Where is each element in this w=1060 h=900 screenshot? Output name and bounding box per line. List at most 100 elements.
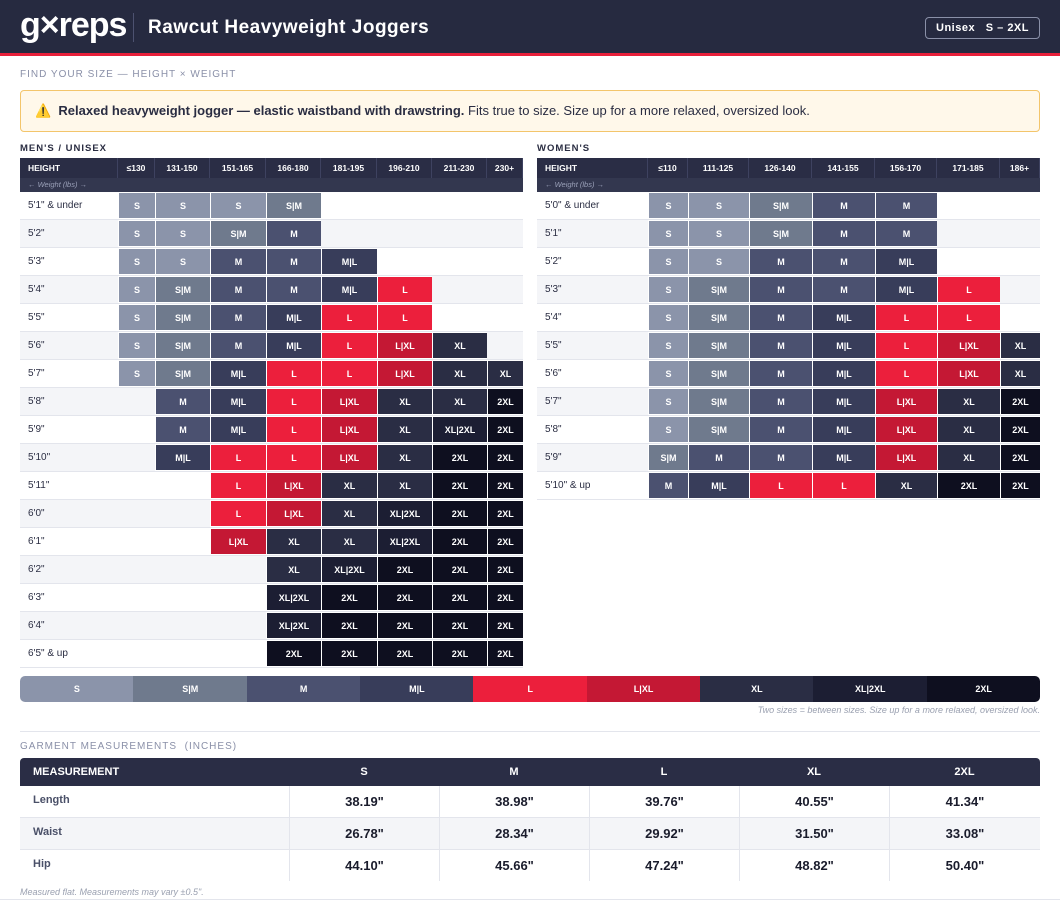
size-cell: L|XL	[377, 332, 432, 359]
size-cell: M	[210, 248, 266, 275]
height-label: 5'8"	[545, 424, 562, 435]
product-title: Rawcut Heavyweight Joggers	[148, 17, 430, 38]
fit-badge: Unisex S – 2XL	[925, 17, 1040, 39]
size-cell: S	[688, 248, 749, 275]
weight-note: ← Weight (lbs) →	[20, 178, 523, 192]
measurement-header: XL	[739, 758, 889, 786]
size-cell: L	[749, 472, 812, 499]
measurement-value: 47.24"	[589, 850, 739, 881]
column-header: 211-230	[432, 158, 487, 178]
weight-note: ← Weight (lbs) →	[537, 178, 1040, 192]
size-cell: L	[875, 332, 937, 359]
size-cell: M|L	[812, 332, 875, 359]
height-label: 5'4"	[545, 312, 562, 323]
size-cell: S	[648, 220, 688, 247]
height-label: 5'2"	[545, 256, 562, 267]
size-cell: M	[210, 276, 266, 303]
size-cell: S|M	[688, 304, 749, 331]
size-cell: L	[321, 304, 377, 331]
size-cell: L	[266, 416, 321, 443]
size-cell: M	[749, 304, 812, 331]
height-label: 6'0"	[28, 508, 45, 519]
column-header: HEIGHT	[20, 158, 118, 178]
size-cell: 2XL	[487, 472, 523, 499]
size-cell: M	[749, 360, 812, 387]
measurement-value: 50.40"	[889, 850, 1040, 881]
size-cell: XL	[321, 528, 377, 555]
column-header: 186+	[1000, 158, 1040, 178]
size-cell: M	[749, 416, 812, 443]
height-label: 5'7"	[545, 396, 562, 407]
height-label: 5'3"	[545, 284, 562, 295]
size-cell: S	[118, 332, 155, 359]
size-cell: M	[266, 276, 321, 303]
size-cell: 2XL	[487, 416, 523, 443]
size-cell: S	[118, 276, 155, 303]
footnote: Measured flat. Measurements may vary ±0.…	[20, 887, 204, 897]
size-cell: M	[266, 248, 321, 275]
height-label: 5'0" & under	[545, 200, 600, 211]
legend-swatch: L	[473, 676, 588, 702]
size-cell: S|M	[155, 360, 210, 387]
size-cell: S	[155, 248, 210, 275]
height-label: 5'4"	[28, 284, 45, 295]
size-cell: M|L	[812, 416, 875, 443]
height-label: 5'2"	[28, 228, 45, 239]
size-cell: S|M	[688, 332, 749, 359]
column-header: HEIGHT	[537, 158, 648, 178]
measurement-value: 45.66"	[439, 850, 589, 881]
size-cell: S	[210, 192, 266, 219]
size-cell: 2XL	[1000, 444, 1040, 471]
size-cell: 2XL	[432, 528, 487, 555]
size-cell: M|L	[688, 472, 749, 499]
size-cell: 2XL	[321, 640, 377, 667]
notice-icon: ⚠️	[35, 103, 52, 118]
size-cell: M	[875, 192, 937, 219]
size-cell: M|L	[266, 304, 321, 331]
column-header: 166-180	[266, 158, 321, 178]
size-cell: L|XL	[266, 500, 321, 527]
size-cell: S	[118, 220, 155, 247]
size-cell: XL	[1000, 332, 1040, 359]
height-label: 5'10" & up	[545, 480, 591, 491]
size-cell: M	[210, 332, 266, 359]
measurement-row	[20, 786, 1040, 818]
measurement-label: Waist	[33, 826, 62, 838]
womens-title: WOMEN'S	[537, 143, 591, 154]
size-cell: M|L	[210, 360, 266, 387]
measurement-value: 28.34"	[439, 818, 589, 849]
size-cell: M|L	[155, 444, 210, 471]
size-cell: M|L	[210, 416, 266, 443]
size-cell: S	[118, 192, 155, 219]
size-cell: S	[118, 304, 155, 331]
measurement-row	[20, 818, 1040, 850]
column-header: 171-185	[937, 158, 1000, 178]
size-cell: XL	[321, 472, 377, 499]
measurement-value: 38.98"	[439, 786, 589, 817]
size-cell: L	[377, 304, 432, 331]
size-cell: L	[266, 360, 321, 387]
size-cell: XL|2XL	[377, 500, 432, 527]
size-cell: XL|2XL	[266, 584, 321, 611]
size-cell: L|XL	[321, 444, 377, 471]
legend-swatch: XL	[700, 676, 814, 702]
height-label: 6'4"	[28, 620, 45, 631]
size-cell: XL	[937, 416, 1000, 443]
size-cell: L|XL	[875, 416, 937, 443]
size-cell: 2XL	[266, 640, 321, 667]
height-label: 5'7"	[28, 368, 45, 379]
size-cell: S|M	[210, 220, 266, 247]
size-cell: S	[648, 416, 688, 443]
separator	[20, 731, 1040, 732]
size-cell: S	[648, 332, 688, 359]
measurement-value: 44.10"	[289, 850, 439, 881]
height-label: 5'10"	[28, 452, 51, 463]
size-cell: XL|2XL	[432, 416, 487, 443]
size-cell: XL	[432, 388, 487, 415]
size-cell: M|L	[321, 276, 377, 303]
size-cell: M|L	[812, 304, 875, 331]
mens-title: MEN'S / UNISEX	[20, 143, 107, 154]
size-cell: 2XL	[487, 556, 523, 583]
size-cell: XL|2XL	[321, 556, 377, 583]
size-cell: M	[812, 248, 875, 275]
